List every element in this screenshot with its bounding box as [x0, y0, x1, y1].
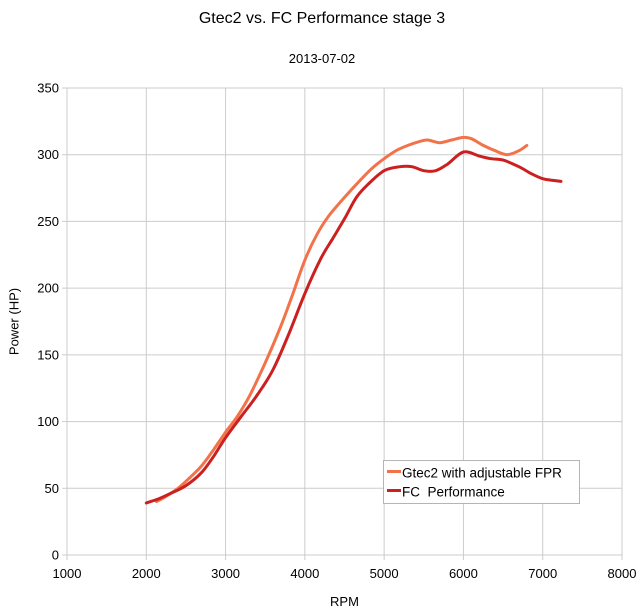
y-tick-label: 150	[37, 347, 59, 362]
x-tick-label: 4000	[290, 566, 319, 581]
legend-label-gtec2: Gtec2 with adjustable FPR	[402, 465, 562, 481]
series-line-1	[144, 150, 563, 505]
y-tick-label: 50	[45, 481, 59, 496]
x-tick-label: 1000	[53, 566, 82, 581]
legend-label-fc: FC Performance	[402, 484, 505, 500]
y-tick-label: 200	[37, 281, 59, 296]
legend-entry-fc: FC Performance	[387, 482, 576, 501]
y-tick-label: 100	[37, 414, 59, 429]
x-tick-label: 7000	[528, 566, 557, 581]
legend: Gtec2 with adjustable FPR FC Performance	[383, 460, 580, 504]
x-tick-label: 2000	[132, 566, 161, 581]
x-axis-title: RPM	[330, 594, 359, 609]
x-tick-label: 3000	[211, 566, 240, 581]
y-tick-label: 300	[37, 147, 59, 162]
y-tick-label: 350	[37, 81, 59, 96]
x-tick-label: 6000	[449, 566, 478, 581]
gtec2-line-swatch	[387, 470, 401, 474]
fc-line-swatch	[387, 489, 401, 493]
x-tick-label: 5000	[370, 566, 399, 581]
y-tick-label: 250	[37, 214, 59, 229]
series-line-0	[155, 135, 529, 504]
x-tick-label: 8000	[608, 566, 637, 581]
chart-subtitle: 2013-07-02	[288, 51, 356, 66]
chart-title: Gtec2 vs. FC Performance stage 3	[198, 10, 446, 27]
legend-entry-gtec2: Gtec2 with adjustable FPR	[387, 463, 576, 482]
y-tick-label: 0	[52, 548, 59, 563]
